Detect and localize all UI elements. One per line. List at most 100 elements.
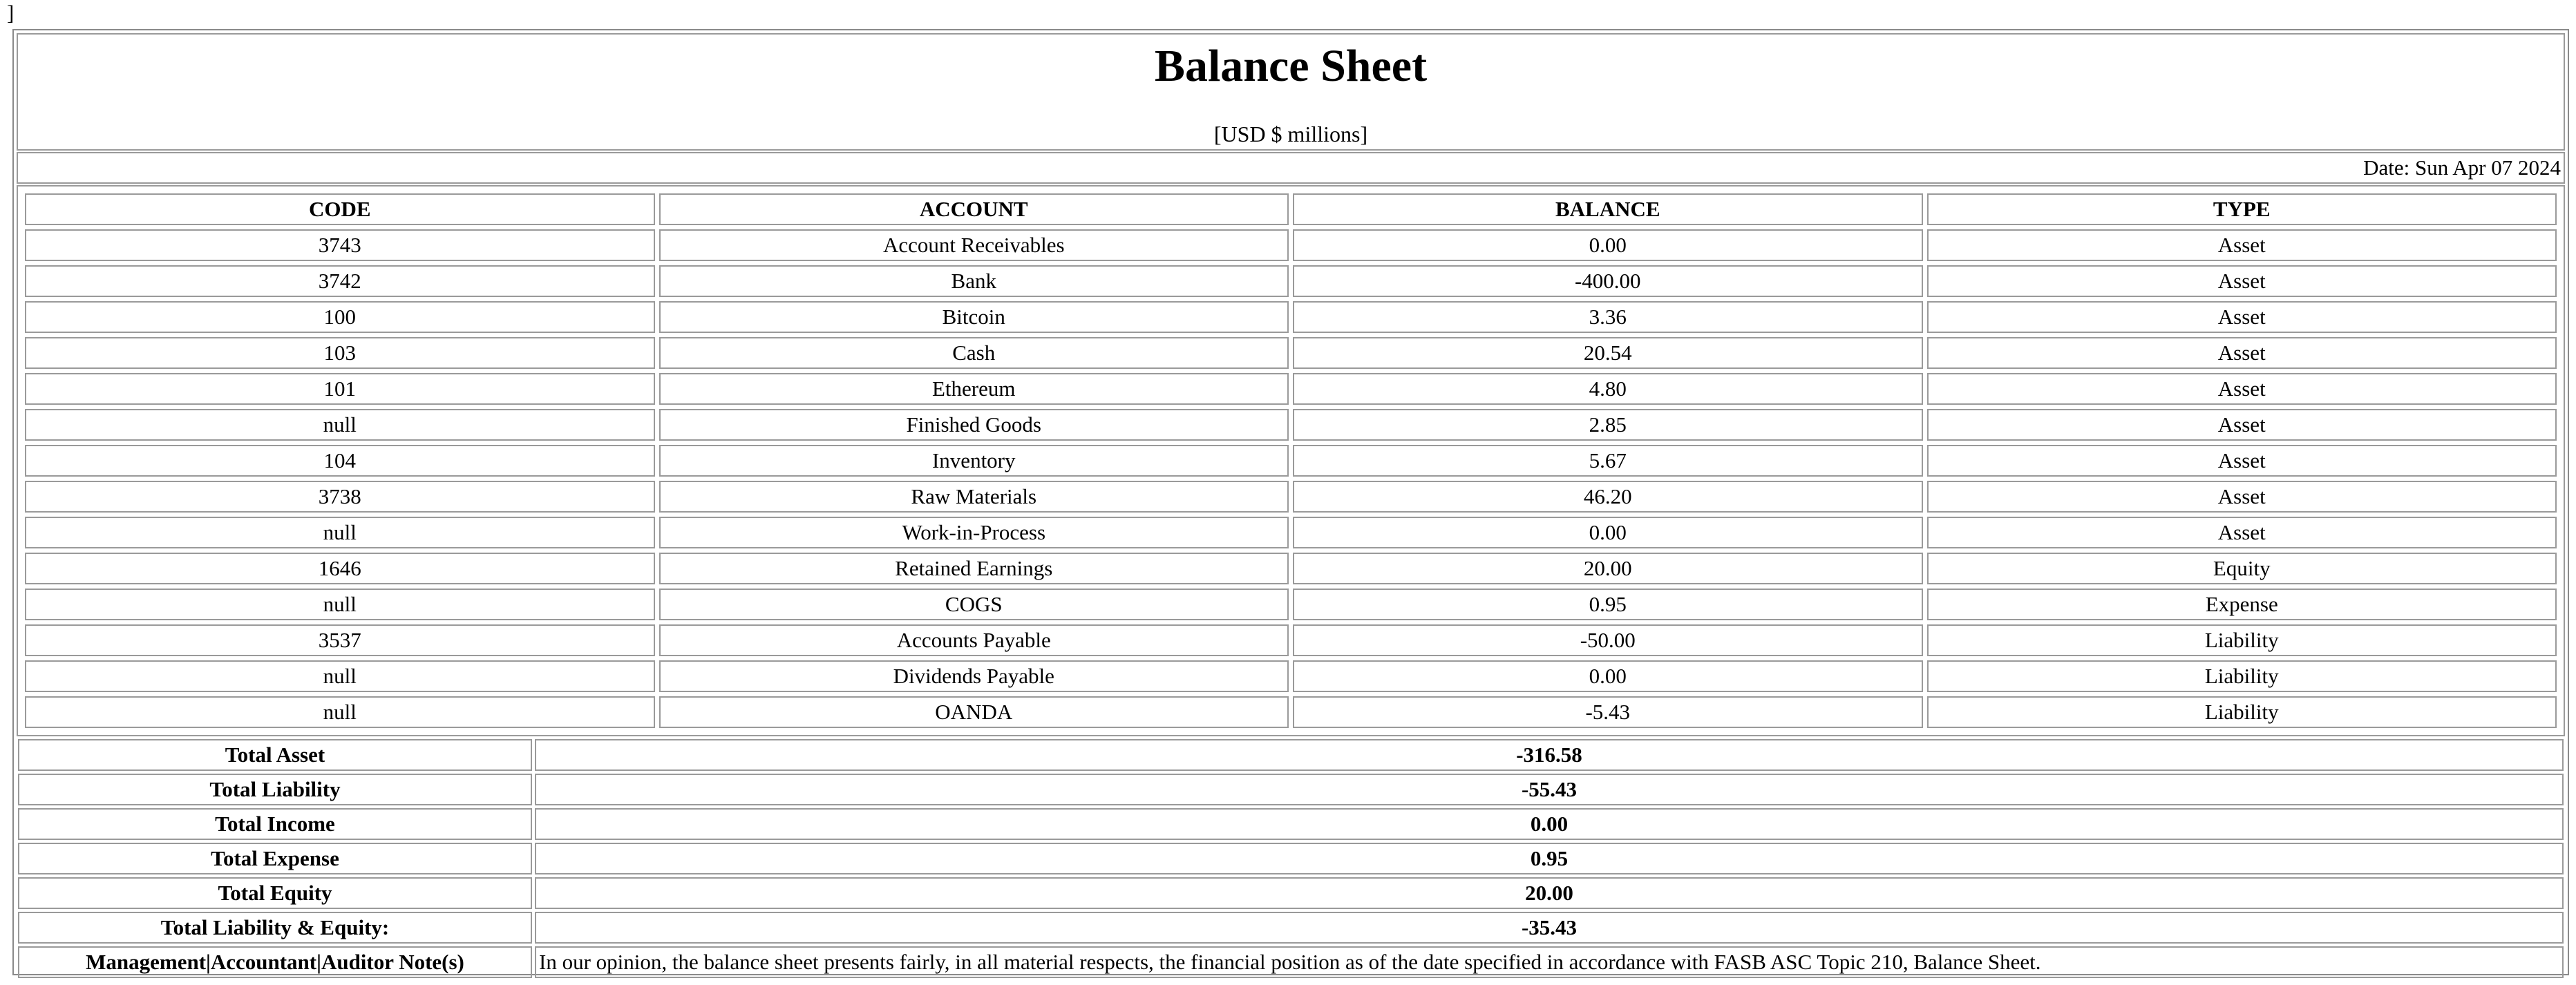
cell-code: null (25, 589, 655, 620)
accounts-table: CODE ACCOUNT BALANCE TYPE 3743 Account Re… (21, 189, 2561, 732)
cell-balance: 0.00 (1293, 517, 1923, 548)
page-title: Balance Sheet (1154, 41, 1428, 91)
total-row: Total Liability -55.43 (18, 774, 2564, 805)
cell-account: Bank (659, 265, 1289, 297)
total-row: Total Asset -316.58 (18, 739, 2564, 771)
total-row: Total Expense 0.95 (18, 843, 2564, 874)
total-value: 20.00 (535, 877, 2564, 909)
table-row: null Finished Goods 2.85 Asset (25, 409, 2557, 441)
column-header-account: ACCOUNT (659, 193, 1289, 225)
notes-row: Management|Accountant|Auditor Note(s) In… (18, 946, 2564, 978)
table-row: 3537 Accounts Payable -50.00 Liability (25, 624, 2557, 656)
cell-type: Asset (1926, 373, 2557, 405)
cell-account: OANDA (659, 696, 1289, 728)
cell-code: 3537 (25, 624, 655, 656)
cell-type: Asset (1926, 409, 2557, 441)
cell-type: Asset (1926, 517, 2557, 548)
cell-type: Liability (1926, 624, 2557, 656)
cell-account: Ethereum (659, 373, 1289, 405)
cell-balance: 2.85 (1293, 409, 1923, 441)
cell-code: null (25, 660, 655, 692)
table-row: null OANDA -5.43 Liability (25, 696, 2557, 728)
cell-type: Liability (1926, 660, 2557, 692)
cell-balance: 0.95 (1293, 589, 1923, 620)
column-header-type: TYPE (1926, 193, 2557, 225)
cell-account: Inventory (659, 445, 1289, 477)
cell-code: 104 (25, 445, 655, 477)
cell-account: COGS (659, 589, 1289, 620)
cell-type: Asset (1926, 481, 2557, 513)
total-value: -35.43 (535, 912, 2564, 944)
title-section: Balance Sheet [USD $ millions] (17, 33, 2565, 151)
table-row: 103 Cash 20.54 Asset (25, 337, 2557, 369)
cell-code: 3743 (25, 229, 655, 261)
table-row: null COGS 0.95 Expense (25, 589, 2557, 620)
column-header-code: CODE (25, 193, 655, 225)
column-header-balance: BALANCE (1293, 193, 1923, 225)
table-row: 104 Inventory 5.67 Asset (25, 445, 2557, 477)
totals-table: Total Asset -316.58 Total Liability -55.43 T… (15, 736, 2566, 981)
total-label: Total Asset (18, 739, 532, 771)
cell-code: 103 (25, 337, 655, 369)
cell-type: Asset (1926, 445, 2557, 477)
cell-code: null (25, 517, 655, 548)
cell-balance: 0.00 (1293, 229, 1923, 261)
total-label: Total Equity (18, 877, 532, 909)
report-date: Date: Sun Apr 07 2024 (17, 152, 2565, 184)
total-row: Total Equity 20.00 (18, 877, 2564, 909)
cell-account: Retained Earnings (659, 553, 1289, 584)
total-value: 0.95 (535, 843, 2564, 874)
total-row: Total Income 0.00 (18, 808, 2564, 840)
cell-balance: 46.20 (1293, 481, 1923, 513)
balance-sheet: Balance Sheet [USD $ millions] Date: Sun… (12, 29, 2569, 978)
stray-bracket-text: ] (7, 1, 15, 25)
cell-account: Accounts Payable (659, 624, 1289, 656)
table-row: 3742 Bank -400.00 Asset (25, 265, 2557, 297)
table-row: 100 Bitcoin 3.36 Asset (25, 301, 2557, 333)
cell-balance: -5.43 (1293, 696, 1923, 728)
cell-code: null (25, 696, 655, 728)
cell-code: 3742 (25, 265, 655, 297)
cell-balance: 20.00 (1293, 553, 1923, 584)
cell-code: 3738 (25, 481, 655, 513)
cell-type: Asset (1926, 301, 2557, 333)
total-label: Total Expense (18, 843, 532, 874)
table-row: null Dividends Payable 0.00 Liability (25, 660, 2557, 692)
total-label: Total Liability (18, 774, 532, 805)
cell-account: Raw Materials (659, 481, 1289, 513)
cell-balance: -400.00 (1293, 265, 1923, 297)
notes-label: Management|Accountant|Auditor Note(s) (18, 946, 532, 978)
cell-account: Dividends Payable (659, 660, 1289, 692)
total-value: -55.43 (535, 774, 2564, 805)
accounts-header-row: CODE ACCOUNT BALANCE TYPE (25, 193, 2557, 225)
table-row: 3743 Account Receivables 0.00 Asset (25, 229, 2557, 261)
table-row: 1646 Retained Earnings 20.00 Equity (25, 553, 2557, 584)
cell-account: Work-in-Process (659, 517, 1289, 548)
cell-code: null (25, 409, 655, 441)
total-row: Total Liability & Equity: -35.43 (18, 912, 2564, 944)
cell-balance: 3.36 (1293, 301, 1923, 333)
cell-balance: -50.00 (1293, 624, 1923, 656)
accounts-section: CODE ACCOUNT BALANCE TYPE 3743 Account Re… (17, 185, 2565, 736)
cell-type: Asset (1926, 265, 2557, 297)
total-label: Total Liability & Equity: (18, 912, 532, 944)
cell-account: Cash (659, 337, 1289, 369)
cell-type: Asset (1926, 229, 2557, 261)
cell-balance: 5.67 (1293, 445, 1923, 477)
cell-balance: 20.54 (1293, 337, 1923, 369)
table-row: null Work-in-Process 0.00 Asset (25, 517, 2557, 548)
currency-subtitle: [USD $ millions] (1213, 122, 1368, 146)
notes-text: In our opinion, the balance sheet presen… (535, 946, 2564, 978)
cell-type: Asset (1926, 337, 2557, 369)
total-value: 0.00 (535, 808, 2564, 840)
cell-type: Liability (1926, 696, 2557, 728)
cell-type: Expense (1926, 589, 2557, 620)
total-label: Total Income (18, 808, 532, 840)
cell-account: Account Receivables (659, 229, 1289, 261)
total-value: -316.58 (535, 739, 2564, 771)
cell-code: 1646 (25, 553, 655, 584)
cell-type: Equity (1926, 553, 2557, 584)
cell-account: Bitcoin (659, 301, 1289, 333)
table-row: 3738 Raw Materials 46.20 Asset (25, 481, 2557, 513)
cell-account: Finished Goods (659, 409, 1289, 441)
